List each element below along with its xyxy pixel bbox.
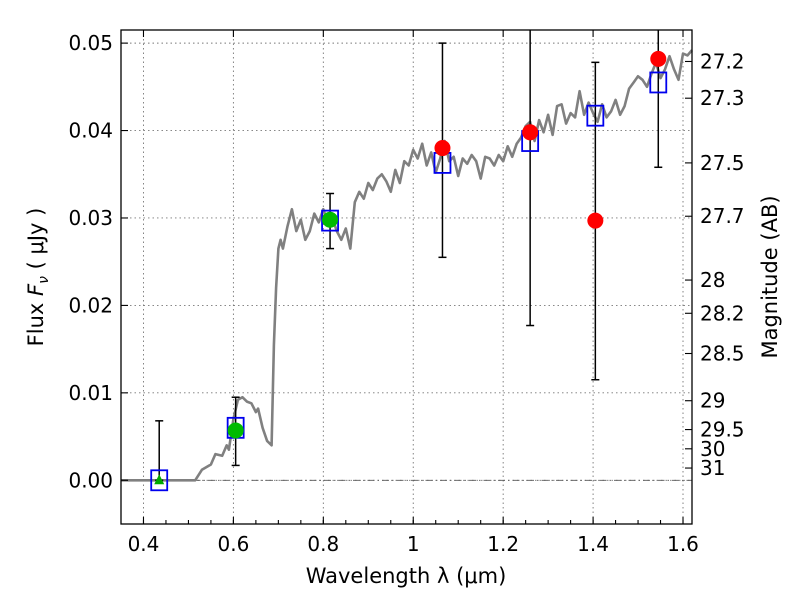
non-detection-triangle: [154, 474, 165, 485]
grid-layer: [121, 30, 692, 524]
x-tick-label: 0.4: [128, 532, 160, 556]
model-flux-square: [586, 104, 605, 127]
nir-flux-point: [650, 50, 667, 67]
y-axis-title: Flux Fν ( μJy ): [24, 208, 52, 347]
tick-layer: [121, 30, 692, 524]
x-axis-title: Wavelength λ (μm): [306, 564, 507, 588]
x-tick-label: 0.8: [307, 532, 339, 556]
model-flux-square: [321, 209, 339, 232]
y-axis-title-unit: ( μJy ): [24, 208, 48, 276]
magnitude-tick-label: 27.3: [700, 86, 745, 110]
optical-flux-point: [227, 422, 244, 439]
model-flux-square: [649, 71, 668, 94]
y-axis-title-prefix: Flux: [24, 296, 48, 346]
optical-flux-point: [322, 211, 339, 228]
x-tick-label: 1.2: [487, 532, 519, 556]
magnitude-tick-label: 27.5: [700, 151, 745, 175]
magnitude-tick-label: 31: [700, 456, 725, 480]
sed-template-line: [121, 49, 693, 482]
magnitude-tick-label: 30: [700, 437, 725, 461]
y-tick-label: 0.01: [68, 381, 113, 405]
tick-label-layer: 0.4 0.6 0.8 1 1.2 1.4 1.6 0.00 0.01 0.02 0.03 0.04 0…: [68, 31, 744, 556]
magnitude-tick-label: 29: [700, 389, 725, 413]
model-flux-square: [150, 469, 169, 492]
y-tick-label: 0.03: [68, 206, 113, 230]
sed-line-layer: [121, 49, 693, 482]
y2-axis-title: Magnitude (AB): [758, 195, 782, 358]
x-tick-label: 1: [407, 532, 420, 556]
magnitude-tick-label: 29.5: [700, 418, 745, 442]
y-tick-label: 0.02: [68, 293, 113, 317]
error-bar-layer: [155, 30, 663, 482]
y-axis-title-subscript: ν: [36, 276, 52, 284]
y-axis-title-symbol: F: [24, 283, 48, 296]
magnitude-tick-label: 27.2: [700, 49, 745, 73]
x-tick-label: 1.4: [577, 532, 609, 556]
magnitude-tick-label: 27.7: [700, 204, 745, 228]
x-tick-label: 1.6: [667, 532, 699, 556]
nir-flux-point: [434, 140, 451, 157]
y-tick-label: 0.00: [68, 468, 113, 492]
nir-flux-point: [587, 212, 604, 229]
x-tick-label: 0.6: [217, 532, 249, 556]
magnitude-tick-label: 28: [700, 268, 725, 292]
nir-flux-point: [522, 124, 539, 141]
magnitude-tick-label: 28.5: [700, 342, 745, 366]
y-tick-label: 0.04: [68, 119, 113, 143]
plot-frame: [120, 29, 693, 525]
magnitude-tick-label: 28.2: [700, 301, 745, 325]
y-tick-label: 0.05: [68, 31, 113, 55]
marker-layer: [150, 50, 668, 492]
